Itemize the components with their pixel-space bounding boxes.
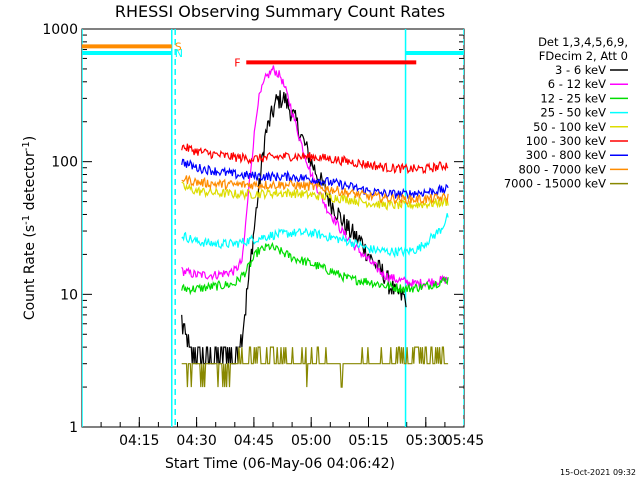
legend-entry-label: 100 - 300 keV: [526, 134, 606, 148]
plot-frame: [81, 28, 465, 428]
x-tick-label: 04:30: [176, 433, 216, 449]
legend-entry-label: 12 - 25 keV: [540, 91, 606, 105]
y-axis-title: Count Rate (s-1 detector-1): [21, 136, 38, 320]
flag-bars: SN F: [82, 40, 464, 69]
series-line: [181, 174, 449, 205]
y-tick-label: 100: [51, 155, 78, 171]
legend-header: Det 1,3,4,5,6,9,: [538, 35, 628, 49]
y-tick-label: 10: [60, 287, 78, 303]
y-axis: 1 10 100 1000: [42, 22, 464, 436]
x-tick-label: 04:45: [234, 433, 274, 449]
legend-entry-label: 50 - 100 keV: [533, 120, 606, 134]
series-line: [181, 158, 449, 200]
flag-label: F: [234, 56, 240, 69]
series-line: [181, 90, 407, 365]
legend-entry-label: 7000 - 15000 keV: [504, 177, 606, 191]
legend-entry-label: 6 - 12 keV: [548, 77, 606, 91]
legend-header: FDecim 2, Att 0: [539, 49, 628, 63]
series-line: [181, 143, 449, 175]
series-line: [181, 213, 449, 259]
x-tick-label: 05:00: [291, 433, 331, 449]
x-tick-label: 05:15: [348, 433, 388, 449]
y-tick-label: 1: [69, 420, 78, 436]
y-tick-label: 1000: [42, 22, 78, 38]
legend-entry-label: 300 - 800 keV: [526, 148, 606, 162]
x-tick-label: 04:15: [119, 433, 159, 449]
legend-entry-label: 3 - 6 keV: [555, 63, 606, 77]
x-axis-title: Start Time (06-May-06 04:06:42): [165, 456, 395, 472]
chart-title: RHESSI Observing Summary Count Rates: [115, 2, 445, 21]
flag-label: N: [175, 47, 183, 60]
legend-entry-label: 800 - 7000 keV: [518, 162, 606, 176]
x-tick-label: 05:45: [444, 433, 484, 449]
x-tick-label: 05:30: [406, 433, 446, 449]
series-line: [181, 65, 449, 289]
timestamp: 15-Oct-2021 09:32: [560, 468, 636, 477]
series-line: [181, 346, 449, 388]
legend-entry-label: 25 - 50 keV: [540, 106, 606, 120]
series-layer: [181, 65, 449, 388]
legend: Det 1,3,4,5,6,9,FDecim 2, Att 03 - 6 keV…: [504, 35, 628, 191]
series-line: [181, 241, 449, 296]
time-markers: [82, 29, 464, 427]
series-line: [181, 181, 449, 211]
flag-label: S: [175, 40, 182, 53]
